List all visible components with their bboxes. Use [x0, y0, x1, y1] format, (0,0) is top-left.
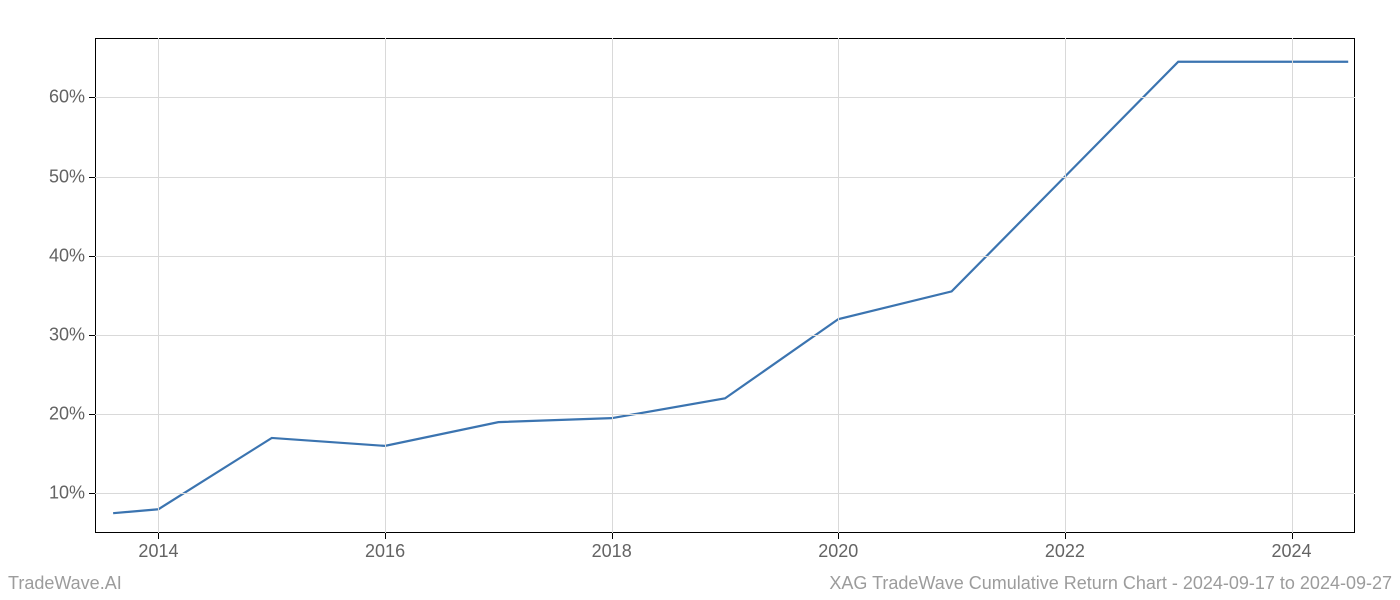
y-tick-mark — [89, 256, 95, 257]
x-tick-mark — [612, 533, 613, 539]
x-tick-mark — [158, 533, 159, 539]
y-tick-label: 60% — [49, 87, 85, 108]
x-tick-mark — [385, 533, 386, 539]
y-tick-mark — [89, 414, 95, 415]
gridline-vertical — [158, 38, 159, 533]
x-tick-label: 2016 — [365, 541, 405, 562]
y-tick-label: 20% — [49, 404, 85, 425]
y-tick-label: 30% — [49, 325, 85, 346]
footer-right-text: XAG TradeWave Cumulative Return Chart - … — [829, 573, 1392, 594]
x-tick-mark — [1292, 533, 1293, 539]
x-tick-mark — [1065, 533, 1066, 539]
line-chart-svg — [95, 38, 1355, 533]
gridline-vertical — [838, 38, 839, 533]
y-tick-mark — [89, 97, 95, 98]
y-tick-label: 50% — [49, 166, 85, 187]
y-tick-mark — [89, 335, 95, 336]
gridline-vertical — [1065, 38, 1066, 533]
x-tick-label: 2014 — [138, 541, 178, 562]
y-tick-label: 40% — [49, 245, 85, 266]
gridline-horizontal — [95, 414, 1355, 415]
footer-left-text: TradeWave.AI — [8, 573, 122, 594]
gridline-horizontal — [95, 97, 1355, 98]
x-tick-label: 2020 — [818, 541, 858, 562]
x-tick-mark — [838, 533, 839, 539]
gridline-horizontal — [95, 256, 1355, 257]
gridline-vertical — [612, 38, 613, 533]
gridline-vertical — [1292, 38, 1293, 533]
x-tick-label: 2018 — [592, 541, 632, 562]
y-tick-mark — [89, 493, 95, 494]
gridline-vertical — [385, 38, 386, 533]
gridline-horizontal — [95, 335, 1355, 336]
chart-plot-area: 20142016201820202022202410%20%30%40%50%6… — [95, 38, 1355, 533]
x-tick-label: 2024 — [1272, 541, 1312, 562]
line-series — [113, 62, 1348, 513]
y-tick-mark — [89, 177, 95, 178]
gridline-horizontal — [95, 177, 1355, 178]
y-tick-label: 10% — [49, 483, 85, 504]
x-tick-label: 2022 — [1045, 541, 1085, 562]
gridline-horizontal — [95, 493, 1355, 494]
